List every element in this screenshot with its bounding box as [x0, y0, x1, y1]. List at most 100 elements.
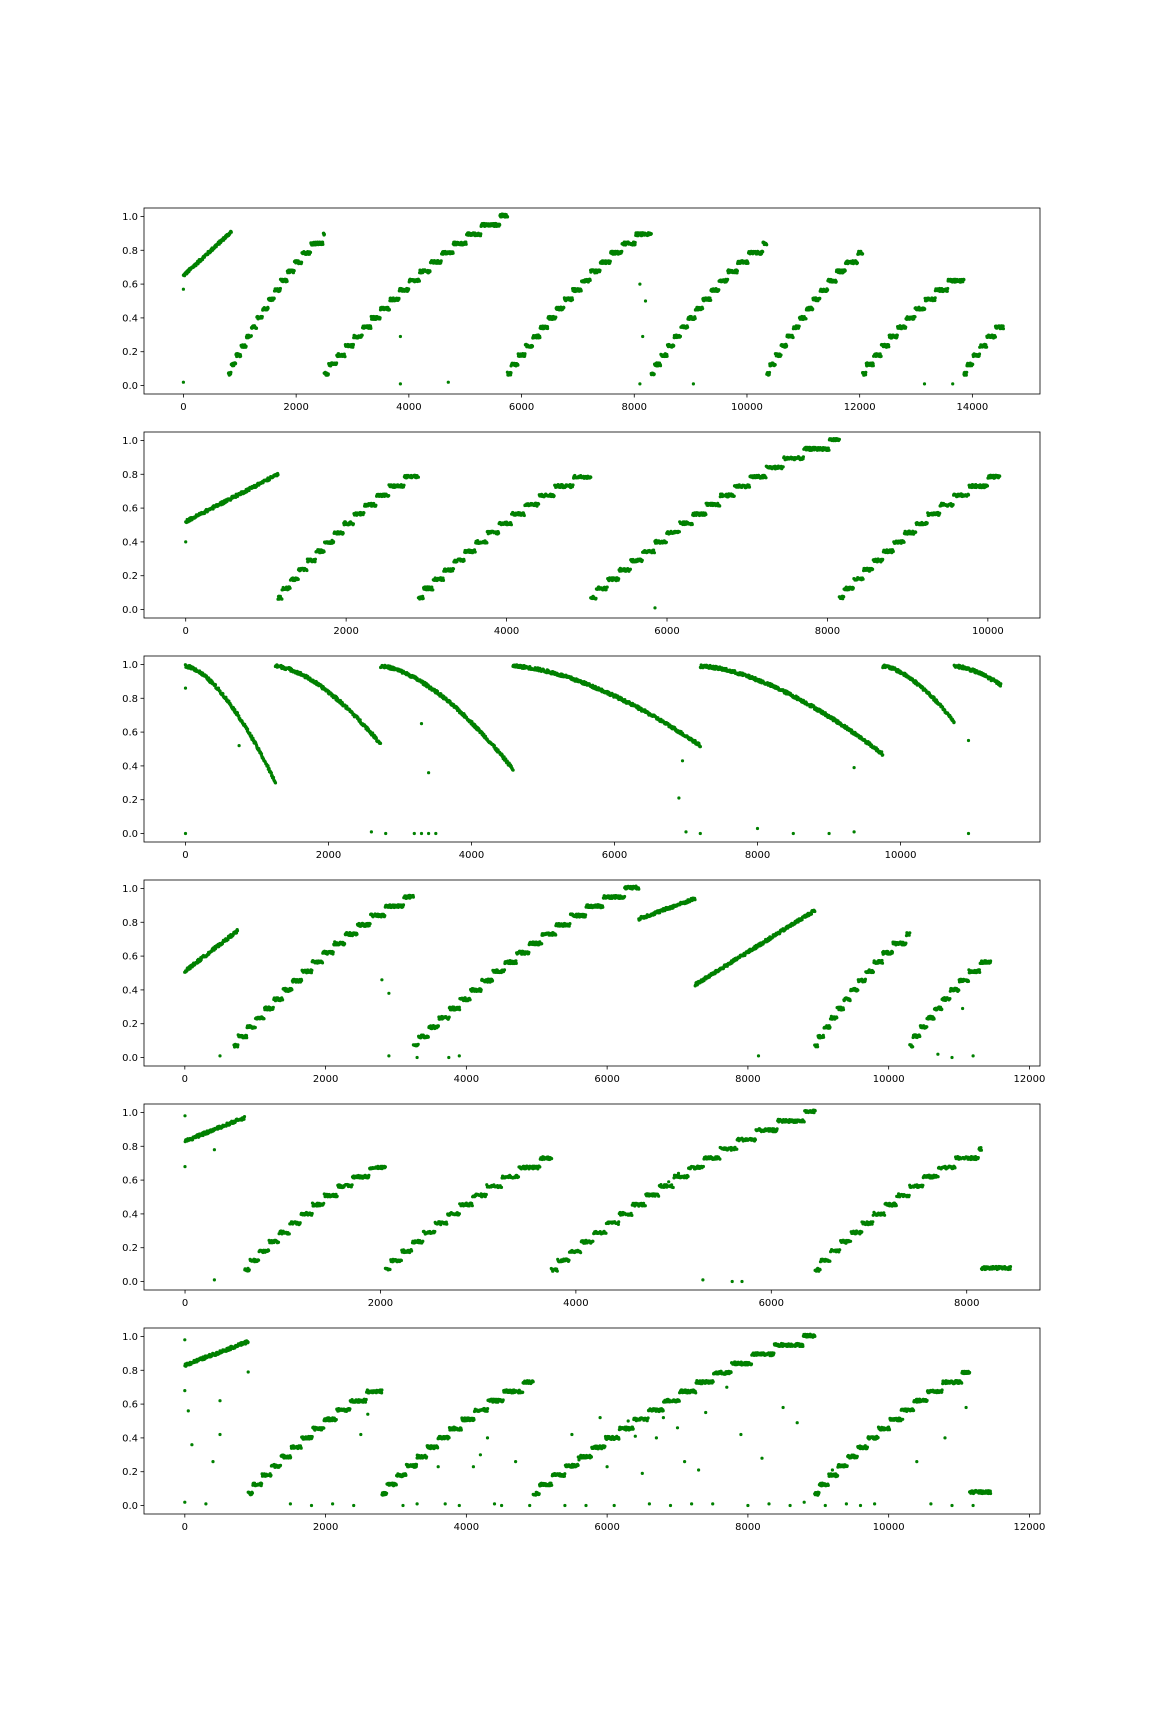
data-point [709, 298, 713, 302]
x-tick-label: 6000 [509, 402, 534, 413]
outlier-point [653, 606, 657, 610]
x-tick-label: 10000 [731, 402, 763, 413]
data-point [239, 354, 243, 358]
outlier-point [643, 299, 648, 303]
outlier-point [691, 382, 696, 386]
data-point [538, 336, 542, 340]
y-tick-label: 0.8 [122, 470, 138, 481]
data-point [993, 335, 998, 339]
data-point [552, 494, 556, 498]
data-point [273, 781, 278, 785]
data-point [652, 551, 657, 555]
data-point [851, 586, 855, 590]
outlier-point [638, 382, 642, 386]
data-point [288, 586, 292, 590]
data-point [278, 286, 282, 291]
data-point [804, 317, 808, 321]
data-point [718, 504, 722, 508]
data-point [516, 363, 520, 367]
data-point [342, 352, 346, 356]
data-point [966, 493, 971, 497]
data-point [895, 333, 899, 337]
outlier-point [922, 382, 927, 386]
data-point [341, 531, 345, 535]
data-point [998, 474, 1002, 478]
data-point [332, 540, 336, 544]
data-point [462, 559, 466, 563]
x-tick-label: 4000 [494, 626, 519, 637]
data-point [690, 522, 694, 527]
data-point [871, 567, 875, 571]
data-point [322, 232, 326, 236]
data-point [305, 568, 309, 573]
y-tick-label: 1.0 [122, 212, 138, 223]
data-point [322, 550, 326, 554]
data-point [276, 473, 280, 477]
data-point [378, 316, 382, 320]
data-point [665, 354, 669, 358]
data-point [767, 370, 772, 375]
data-point [530, 344, 535, 348]
data-point [879, 354, 883, 358]
data-point [608, 259, 612, 263]
data-point [946, 286, 950, 291]
data-point [402, 483, 406, 487]
data-point [546, 326, 550, 331]
outlier-point [398, 382, 402, 386]
data-point [765, 243, 769, 247]
y-tick-label: 0.0 [122, 381, 138, 392]
data-point [938, 511, 942, 515]
data-point [1001, 327, 1006, 331]
data-point [640, 558, 644, 562]
data-point [746, 261, 750, 265]
data-point [417, 279, 421, 283]
data-point [439, 259, 443, 263]
data-point [693, 316, 697, 321]
data-point [962, 278, 966, 282]
data-point [791, 335, 795, 340]
data-point [308, 250, 313, 254]
data-point [509, 523, 513, 527]
data-point [913, 315, 917, 319]
data-point [855, 261, 860, 265]
data-point [797, 324, 801, 328]
data-point [677, 530, 682, 534]
data-point [864, 373, 868, 377]
data-point [523, 352, 527, 356]
data-point [397, 296, 401, 300]
data-point [249, 334, 253, 338]
y-tick-label: 0.6 [122, 280, 138, 291]
data-point [891, 549, 895, 554]
x-tick-label: 14000 [956, 402, 988, 413]
data-point [977, 352, 982, 356]
data-point [871, 364, 875, 368]
data-point [451, 251, 455, 255]
data-point [904, 325, 908, 329]
data-point [451, 567, 456, 571]
data-point [881, 557, 885, 561]
data-point [511, 768, 515, 772]
data-point [726, 277, 730, 281]
data-point [761, 250, 765, 254]
x-tick-label: 2000 [283, 402, 308, 413]
data-point [343, 355, 347, 359]
x-tick-label: 8000 [815, 626, 840, 637]
data-point [431, 588, 435, 592]
data-point [985, 345, 989, 349]
data-point [732, 494, 736, 498]
data-point [598, 268, 602, 272]
data-point [672, 344, 676, 348]
data-point [537, 502, 541, 506]
data-point [335, 361, 339, 365]
data-point [387, 494, 391, 498]
data-point [617, 577, 621, 581]
data-point [254, 326, 259, 330]
data-point [321, 242, 325, 246]
data-point [864, 370, 868, 374]
data-point [360, 333, 364, 337]
data-point [735, 269, 740, 273]
data-point [933, 296, 937, 300]
data-point [379, 741, 383, 746]
data-point [773, 363, 777, 367]
